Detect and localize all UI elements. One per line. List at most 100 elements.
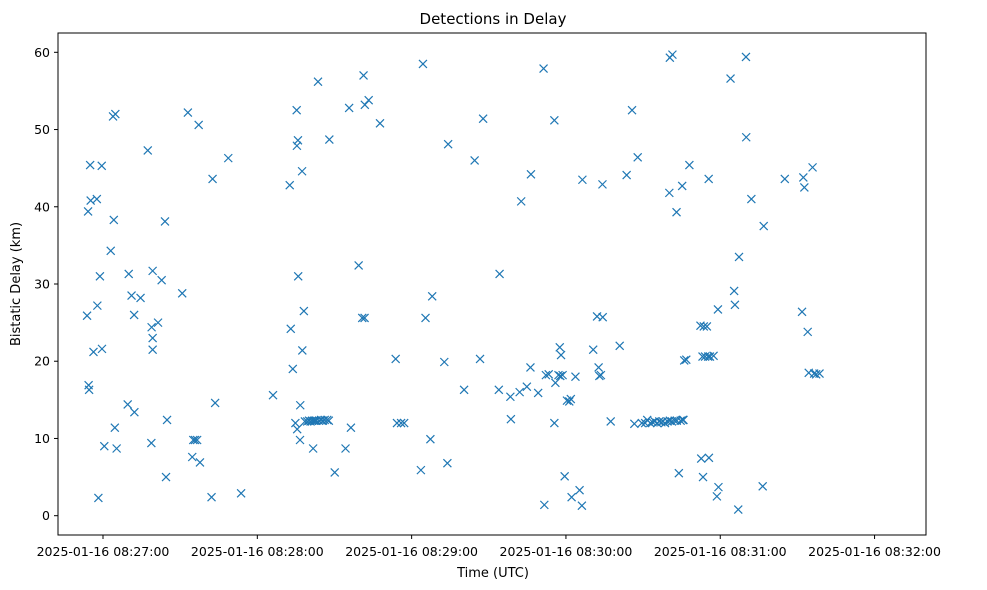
data-point <box>606 417 616 426</box>
y-tick-label: 0 <box>42 508 50 523</box>
data-point <box>494 385 504 395</box>
data-point <box>148 345 158 355</box>
data-point <box>741 52 751 62</box>
data-point <box>567 492 577 502</box>
data-point <box>526 362 535 372</box>
data-point <box>293 271 303 281</box>
data-point <box>288 364 298 374</box>
data-point <box>97 161 107 171</box>
data-point <box>95 271 105 281</box>
data-point <box>803 327 813 337</box>
data-point <box>780 174 790 184</box>
data-point <box>575 485 584 495</box>
data-point <box>533 388 543 398</box>
y-tick-label: 60 <box>34 45 50 60</box>
data-point <box>515 387 525 397</box>
data-point <box>759 221 769 231</box>
data-point <box>195 457 205 467</box>
data-point <box>89 347 98 357</box>
data-point <box>223 153 233 163</box>
data-point <box>364 95 374 105</box>
data-point <box>598 312 608 322</box>
data-point <box>293 135 303 145</box>
data-point <box>684 160 694 170</box>
data-point <box>106 246 116 256</box>
data-point <box>478 114 488 124</box>
data-point <box>97 344 107 354</box>
data-point <box>679 356 689 365</box>
data-point <box>84 385 94 395</box>
data-point <box>324 416 334 426</box>
data-point <box>82 311 92 321</box>
x-tick-label: 2025-01-16 08:31:00 <box>654 544 787 559</box>
data-point <box>555 371 565 381</box>
y-tick-label: 30 <box>34 277 50 292</box>
data-point <box>85 160 95 170</box>
data-point <box>797 307 807 317</box>
data-point <box>539 500 549 510</box>
data-point <box>313 77 323 87</box>
x-tick-label: 2025-01-16 08:27:00 <box>37 544 170 559</box>
data-point <box>681 355 691 365</box>
data-point <box>627 105 637 115</box>
data-point <box>734 252 744 262</box>
data-point <box>443 139 453 149</box>
data-point <box>330 468 340 477</box>
data-point <box>577 175 587 185</box>
data-point <box>297 345 307 355</box>
data-point <box>729 286 739 296</box>
x-tick-label: 2025-01-16 08:32:00 <box>808 544 941 559</box>
data-point <box>679 415 688 425</box>
data-point <box>129 310 139 320</box>
data-point <box>399 418 409 428</box>
data-point <box>292 424 302 434</box>
data-point <box>526 169 536 179</box>
data-point <box>307 416 317 426</box>
data-point <box>188 435 198 445</box>
data-point <box>594 362 604 372</box>
data-point <box>730 300 740 310</box>
data-point <box>667 50 677 60</box>
data-point <box>577 501 587 511</box>
data-point <box>292 105 302 115</box>
data-point <box>811 369 821 379</box>
data-point <box>290 418 300 428</box>
data-point <box>550 378 560 388</box>
data-point <box>674 468 684 478</box>
data-point <box>544 369 554 379</box>
data-point <box>297 166 307 176</box>
data-point <box>712 491 722 501</box>
data-point <box>129 407 139 417</box>
y-axis-label: Bistatic Delay (km) <box>9 222 24 346</box>
data-point <box>596 370 606 380</box>
data-point <box>194 120 204 130</box>
data-point <box>696 454 706 463</box>
data-point <box>110 109 120 119</box>
plot-frame <box>57 32 927 536</box>
data-point <box>341 444 350 453</box>
data-point <box>566 394 576 404</box>
data-point <box>598 179 607 189</box>
data-point <box>427 291 437 301</box>
data-point <box>541 370 551 380</box>
y-tick-label: 10 <box>34 431 50 446</box>
data-point <box>324 135 334 145</box>
data-point <box>92 194 102 204</box>
data-point <box>346 423 356 433</box>
data-point <box>162 415 172 425</box>
data-point <box>210 398 220 408</box>
data-point <box>93 493 103 503</box>
data-point <box>676 416 686 426</box>
y-tick-label: 20 <box>34 354 50 369</box>
y-axis-ticks: 0 10 20 30 40 50 60 <box>34 45 58 523</box>
data-point <box>560 471 570 481</box>
data-point <box>815 369 824 379</box>
data-point <box>539 64 548 73</box>
x-axis-label: Time (UTC) <box>456 566 529 581</box>
data-point <box>299 306 309 316</box>
y-tick-label: 50 <box>34 122 50 137</box>
data-point <box>157 275 167 285</box>
x-tick-label: 2025-01-16 08:28:00 <box>191 544 324 559</box>
data-point <box>505 392 515 402</box>
data-point <box>183 108 193 117</box>
